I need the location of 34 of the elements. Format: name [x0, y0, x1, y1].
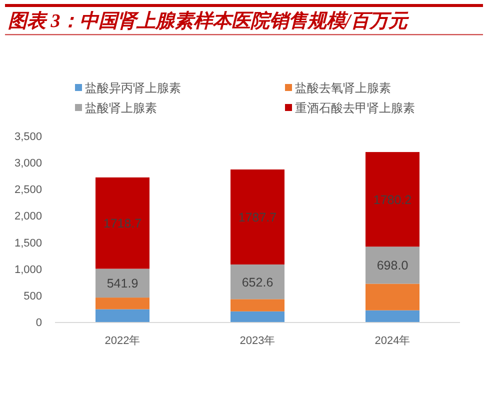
y-tick-label: 1,500: [14, 237, 42, 250]
data-label: 1780.2: [373, 192, 412, 207]
legend-label: 盐酸去氧肾上腺素: [295, 81, 391, 95]
bar: [366, 246, 420, 284]
legend-label: 重酒石酸去甲肾上腺素: [295, 101, 415, 115]
chart-title: 图表 3：中国肾上腺素样本医院销售规模/百万元: [8, 10, 410, 32]
bar: [96, 298, 150, 310]
bar: [230, 299, 284, 312]
x-tick-label: 2024年: [374, 335, 410, 347]
y-tick-label: 1,000: [14, 264, 42, 276]
data-label: 1787.7: [238, 210, 277, 224]
legend-label: 盐酸异丙肾上腺素: [85, 81, 181, 95]
x-tick-label: 2023年: [240, 335, 276, 347]
y-tick-label: 0: [36, 317, 42, 329]
bar: [96, 177, 150, 269]
y-tick-label: 2,000: [14, 210, 42, 223]
bar: [230, 264, 284, 300]
bar: [96, 268, 150, 298]
y-tick-label: 500: [24, 290, 42, 302]
x-tick-label: 2022年: [104, 335, 140, 347]
data-label: 541.9: [106, 276, 138, 291]
bar: [230, 169, 284, 264]
data-label: 1718.7: [103, 216, 142, 231]
bar: [366, 284, 420, 310]
bar: [366, 310, 420, 322]
bar: [96, 309, 150, 322]
legend-label: 盐酸肾上腺素: [85, 101, 157, 115]
data-label: 652.6: [242, 275, 274, 290]
bar: [366, 152, 420, 247]
data-label: 698.0: [376, 258, 408, 273]
y-tick-label: 3,500: [14, 131, 42, 143]
y-tick-label: 3,000: [14, 158, 42, 170]
bar: [230, 311, 284, 322]
y-tick-label: 2,500: [14, 184, 42, 196]
